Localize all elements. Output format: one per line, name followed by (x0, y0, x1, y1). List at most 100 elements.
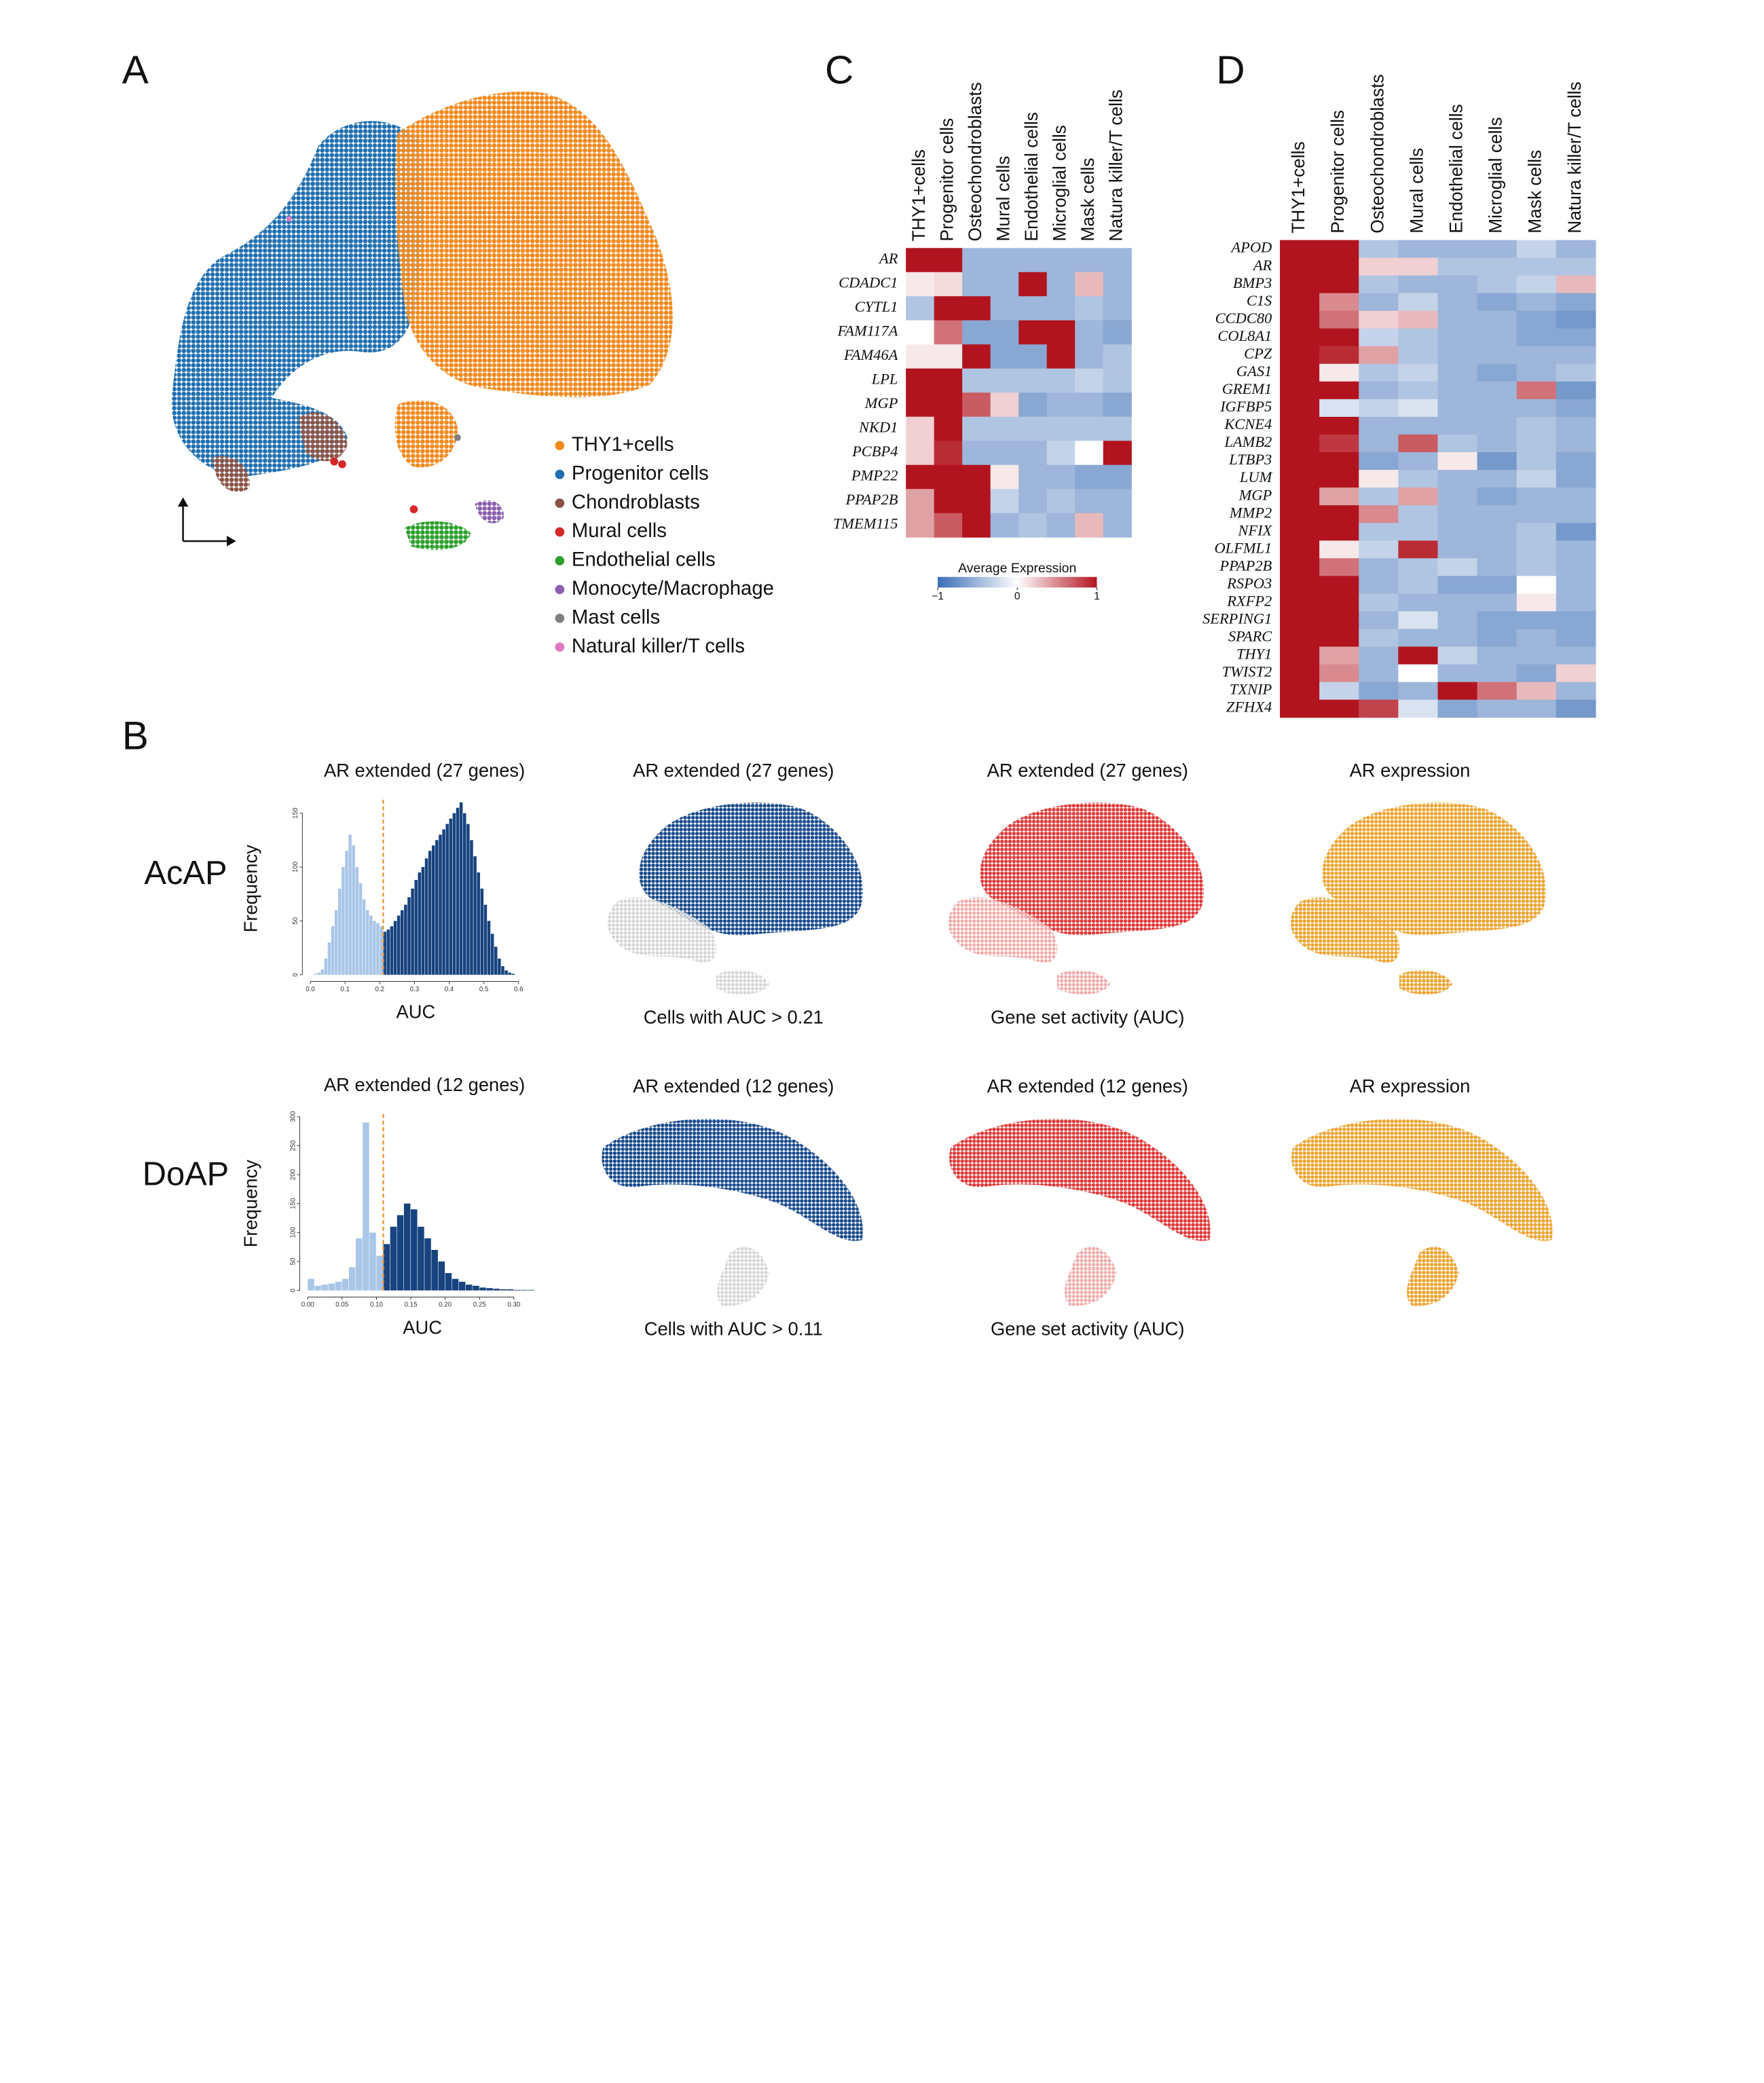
panel-letter: C (825, 48, 853, 92)
x-tick-label: 0.6 (514, 986, 523, 993)
row-label: PPAP2B (1219, 557, 1272, 574)
heat-cell (1018, 248, 1048, 273)
heat-cell (934, 320, 963, 345)
map-acap-auc (948, 803, 1204, 995)
row-label: C1S (1247, 292, 1272, 309)
heat-cell (1477, 416, 1518, 435)
hist-bar (414, 880, 418, 975)
heat-cell (1437, 470, 1478, 488)
heat-cell (962, 320, 991, 345)
heat-cell (962, 344, 991, 369)
y-tick-label: 150 (292, 807, 299, 819)
heat-cell (1437, 699, 1478, 718)
cluster-chondro (298, 412, 348, 462)
heat-cell (1046, 368, 1076, 393)
y-axis-label: Frequency (240, 845, 261, 932)
hist-bar (411, 1209, 418, 1291)
column-label: Mask cells (1078, 158, 1098, 241)
heat-cell (1046, 416, 1076, 441)
heat-cell (990, 344, 1019, 369)
heat-cell (1398, 558, 1439, 576)
heat-cell (1319, 470, 1359, 488)
axis-arrows (182, 501, 232, 542)
heat-cell (1280, 470, 1320, 488)
hist-bar (363, 1122, 369, 1291)
heat-cell (1359, 346, 1399, 365)
heat-cell (1556, 611, 1596, 630)
row-label: NFIX (1237, 521, 1272, 538)
heat-cell (1103, 296, 1132, 321)
heat-cell (1556, 381, 1596, 400)
hist-bar (513, 1289, 521, 1291)
heat-cell (906, 441, 935, 466)
heat-cell (1359, 328, 1399, 347)
x-tick-label: 0.15 (405, 1302, 418, 1309)
row-label: ZFHX4 (1226, 699, 1272, 716)
heat-cell (1046, 513, 1076, 538)
heat-cell (1398, 257, 1439, 276)
hist-bar (479, 1287, 486, 1291)
heat-cell (1359, 257, 1399, 276)
hist-bar (397, 915, 401, 975)
heat-cell (1477, 576, 1518, 594)
row-label: LPL (871, 371, 898, 388)
hist-bar (383, 932, 386, 975)
legend-dot (555, 469, 565, 479)
heat-cell (1556, 346, 1596, 365)
hist-bar (498, 958, 501, 975)
heat-cell (1280, 240, 1320, 259)
hist-bar (520, 1289, 528, 1291)
hist-bar (345, 851, 348, 975)
acap-maps (607, 803, 1546, 995)
heat-cell (1477, 470, 1518, 488)
panel-letter: D (1216, 48, 1245, 92)
heat-cell (1477, 487, 1518, 506)
hist-bar (407, 897, 411, 975)
heat-cell (1556, 593, 1596, 612)
heat-cell (1103, 464, 1132, 490)
heat-cell (906, 344, 935, 369)
heat-cell (1516, 452, 1557, 471)
heat-cell (1280, 646, 1320, 665)
heatmap: THY1+cells Progenitor cells Osteochondrobl… (833, 82, 1132, 602)
heat-cell (1075, 368, 1104, 393)
heat-cell (1319, 682, 1359, 701)
heat-cell (1075, 513, 1104, 538)
heat-cell (906, 464, 935, 490)
heat-cell (1398, 523, 1439, 541)
heat-cell (1556, 257, 1596, 276)
heat-cell (1398, 576, 1439, 594)
heat-cell (906, 320, 935, 345)
heat-cell (1319, 487, 1359, 506)
column-label: THY1+cells (908, 149, 929, 242)
legend-label: Mast cells (572, 606, 660, 628)
heat-cell (1437, 487, 1478, 506)
row-label: GAS1 (1236, 363, 1272, 380)
heat-cell (1280, 275, 1320, 294)
heat-cell (1437, 682, 1478, 701)
y-tick-label: 0 (292, 972, 299, 976)
heat-cell (1516, 434, 1557, 453)
x-tick-label: 0.5 (479, 986, 489, 993)
heat-cell (1516, 240, 1557, 259)
hist-bar (359, 883, 363, 975)
heat-cell (990, 513, 1019, 538)
heat-cell (1437, 629, 1478, 648)
histogram: AR extended (27 genes) 0.0 0.1 0.2 0.3 0.4 0.5… (240, 760, 525, 1022)
heat-cell (1398, 470, 1439, 488)
heat-cell (1018, 392, 1048, 418)
legend-tick-label: −1 (932, 591, 944, 602)
heat-cell (1046, 489, 1076, 514)
heat-cell (1359, 434, 1399, 453)
heat-cell (1437, 664, 1478, 683)
heat-cell (1319, 257, 1359, 276)
heat-cell (1516, 523, 1557, 541)
heat-cell (1046, 272, 1076, 297)
map-doap-threshold (602, 1118, 863, 1307)
heat-cell (1319, 328, 1359, 347)
heat-cell (1398, 664, 1439, 683)
heat-cell (1018, 513, 1048, 538)
x-tick-label: 0.20 (439, 1302, 452, 1309)
x-tick-label: 0.25 (473, 1302, 487, 1309)
hist-bar (393, 921, 397, 975)
